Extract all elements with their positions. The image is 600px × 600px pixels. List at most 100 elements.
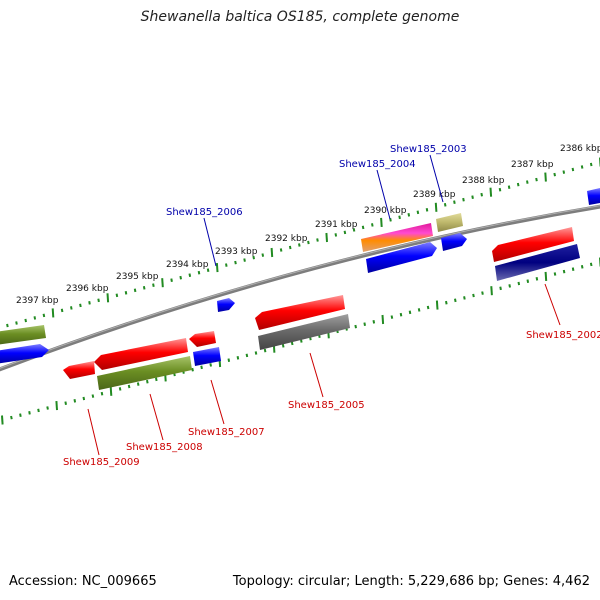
minor-tick (407, 213, 411, 217)
major-tick (161, 278, 164, 288)
minor-tick (70, 306, 73, 310)
minor-tick (37, 408, 40, 413)
minor-tick (10, 415, 13, 420)
minor-tick (133, 288, 137, 293)
minor-tick (390, 315, 394, 319)
outer-tick-scale (6, 157, 600, 328)
minor-tick (363, 322, 366, 326)
minor-tick (227, 358, 231, 362)
gene-features (0, 188, 600, 390)
feature-block[interactable] (441, 233, 467, 251)
minor-tick (142, 286, 146, 290)
minor-tick (571, 167, 575, 172)
feature-block[interactable] (361, 223, 433, 252)
minor-tick (535, 277, 539, 281)
minor-tick (290, 341, 294, 346)
tick-label: 2388 kbp (462, 176, 505, 186)
feature-block[interactable] (189, 331, 216, 347)
major-tick (380, 217, 383, 227)
major-tick (55, 401, 58, 411)
feature-block[interactable] (193, 347, 221, 366)
gene-label[interactable]: Shew185_2006 (166, 207, 243, 218)
tick-label: 2389 kbp (413, 190, 456, 200)
minor-tick (100, 391, 104, 396)
major-tick (215, 263, 219, 273)
feature-block[interactable] (587, 188, 600, 205)
tick-label: 2394 kbp (166, 260, 209, 270)
genome-backbone (0, 204, 600, 372)
minor-tick (179, 275, 182, 280)
minor-tick (454, 298, 457, 303)
minor-tick (236, 356, 240, 360)
minor-tick (279, 248, 283, 252)
minor-tick (281, 344, 285, 348)
feature-block[interactable] (97, 356, 192, 390)
feature-block[interactable] (0, 325, 46, 345)
minor-tick (453, 200, 456, 204)
tick-label: 2395 kbp (116, 272, 159, 282)
minor-tick (354, 324, 357, 329)
major-tick (1, 415, 4, 425)
major-tick (106, 293, 110, 303)
minor-tick (361, 225, 365, 230)
minor-tick (443, 203, 447, 207)
minor-tick (254, 351, 258, 355)
minor-tick (580, 165, 584, 169)
minor-tick (471, 195, 474, 199)
minor-tick (398, 215, 401, 220)
feature-block[interactable] (258, 314, 350, 350)
minor-tick (225, 263, 228, 267)
gene-label[interactable]: Shew185_2002 (526, 330, 600, 341)
minor-tick (417, 308, 421, 312)
feature-block[interactable] (255, 295, 345, 330)
minor-tick (33, 316, 37, 320)
gene-label[interactable]: Shew185_2005 (288, 400, 365, 411)
feature-block[interactable] (217, 298, 235, 312)
gene-label[interactable]: Shew185_2007 (188, 427, 265, 438)
feature-block[interactable] (436, 213, 463, 232)
minor-tick (316, 238, 319, 242)
minor-tick (498, 187, 502, 192)
minor-tick (127, 384, 131, 389)
minor-tick (307, 240, 310, 245)
minor-tick (416, 210, 420, 215)
tick-label: 2390 kbp (364, 206, 407, 216)
minor-tick (170, 278, 173, 282)
feature-block[interactable] (0, 344, 49, 364)
gene-label[interactable]: Shew185_2008 (126, 442, 203, 453)
minor-tick (481, 291, 484, 295)
minor-tick (499, 286, 502, 291)
major-tick (109, 386, 113, 396)
minor-tick (79, 303, 82, 308)
tick-label: 2396 kbp (66, 284, 109, 294)
minor-tick (334, 233, 338, 237)
feature-block[interactable] (366, 242, 437, 273)
minor-tick (91, 394, 95, 398)
minor-tick (571, 267, 575, 271)
minor-tick (298, 243, 301, 247)
feature-block[interactable] (492, 227, 574, 262)
gene-label[interactable]: Shew185_2009 (63, 457, 140, 468)
minor-tick (206, 268, 210, 272)
minor-tick (343, 230, 347, 235)
minor-tick (535, 177, 538, 182)
minor-tick (234, 260, 237, 265)
feature-block[interactable] (63, 361, 95, 379)
minor-tick (188, 273, 192, 277)
minor-tick (88, 301, 91, 305)
tick-label: 2386 kbp (560, 144, 600, 154)
minor-tick (200, 365, 203, 370)
gene-label[interactable]: Shew185_2004 (339, 159, 416, 170)
minor-tick (562, 269, 566, 274)
tick-label: 2392 kbp (265, 234, 308, 244)
minor-tick (399, 312, 403, 317)
gene-label[interactable]: Shew185_2003 (390, 144, 467, 155)
inner-tick-scale (1, 257, 600, 425)
minor-tick (118, 387, 122, 391)
minor-tick (24, 318, 27, 323)
feature-block[interactable] (94, 338, 188, 370)
feature-block[interactable] (495, 244, 580, 281)
minor-tick (263, 348, 267, 353)
major-tick (325, 232, 328, 243)
